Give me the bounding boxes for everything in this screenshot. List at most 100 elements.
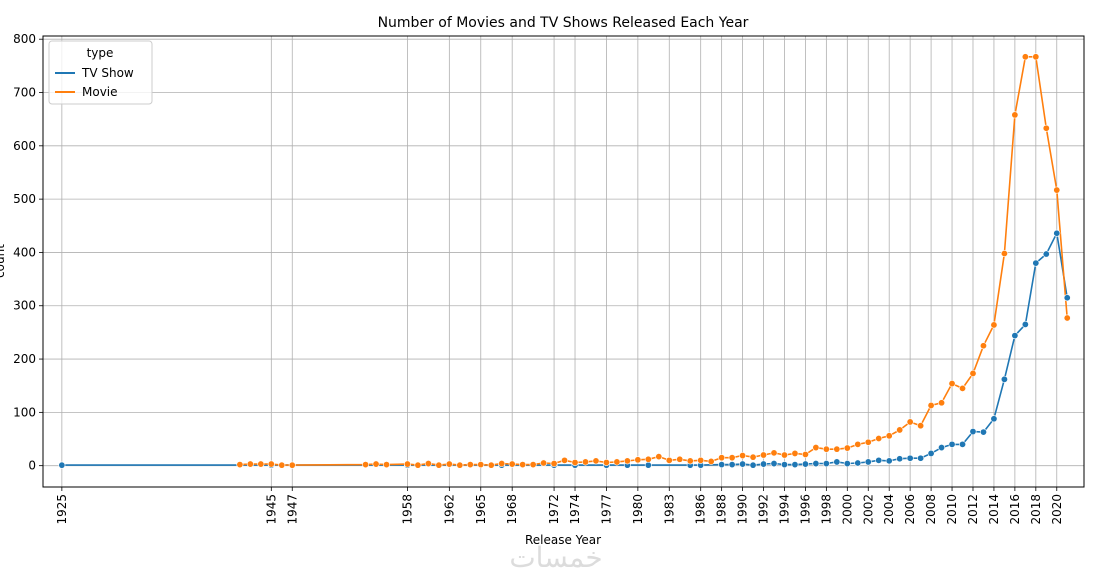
data-point-tv-show: [938, 444, 946, 452]
data-point-movie: [843, 444, 851, 452]
x-tick-label: 1980: [631, 494, 645, 525]
data-point-tv-show: [58, 461, 66, 469]
data-point-movie: [676, 455, 684, 463]
y-axis-label: count: [0, 244, 7, 278]
data-point-movie: [403, 460, 411, 468]
data-point-movie: [760, 451, 768, 459]
x-tick-label: 2020: [1050, 494, 1064, 525]
data-point-tv-show: [739, 460, 747, 468]
data-point-tv-show: [843, 460, 851, 468]
legend: type TV Show Movie: [48, 40, 153, 105]
x-tick-label: 2008: [924, 494, 938, 525]
legend-title: type: [87, 46, 114, 60]
data-point-tv-show: [969, 428, 977, 436]
data-point-movie: [383, 461, 391, 469]
data-point-movie: [257, 460, 265, 468]
series-line-tv-show: [61, 232, 1068, 466]
data-point-tv-show: [948, 440, 956, 448]
data-point-movie: [487, 461, 495, 469]
data-point-tv-show: [728, 461, 736, 469]
y-tick-label: 300: [13, 299, 36, 313]
data-point-movie: [655, 453, 663, 461]
y-tick-label: 100: [13, 405, 36, 419]
x-tick-label: 2004: [882, 494, 896, 525]
data-point-tv-show: [801, 460, 809, 468]
x-tick-label: 1998: [819, 494, 833, 525]
watermark-logo: خمسات: [509, 541, 602, 574]
data-point-movie: [414, 461, 422, 469]
data-point-movie: [969, 369, 977, 377]
data-point-movie: [372, 460, 380, 468]
data-point-movie: [812, 444, 820, 452]
data-point-movie: [885, 432, 893, 440]
data-point-movie: [959, 384, 967, 392]
data-point-movie: [875, 434, 883, 442]
data-point-movie: [550, 460, 558, 468]
y-tick-label: 0: [28, 459, 36, 473]
data-point-movie: [1063, 314, 1071, 322]
data-point-movie: [540, 459, 548, 467]
data-point-movie: [498, 460, 506, 468]
data-point-tv-show: [917, 454, 925, 462]
data-point-movie: [288, 461, 296, 469]
data-point-movie: [948, 380, 956, 388]
data-point-movie: [896, 426, 904, 434]
x-axis-label: Release Year: [525, 533, 601, 547]
data-point-movie: [362, 461, 370, 469]
data-point-tv-show: [896, 455, 904, 463]
data-point-movie: [602, 458, 610, 466]
x-tick-label: 1983: [662, 494, 676, 525]
data-point-movie: [801, 450, 809, 458]
data-point-tv-show: [822, 460, 830, 468]
data-point-movie: [592, 457, 600, 465]
data-point-movie: [613, 458, 621, 466]
x-tick-label: 1988: [715, 494, 729, 525]
x-tick-label: 1925: [55, 494, 69, 525]
data-point-movie: [1011, 111, 1019, 119]
data-point-tv-show: [644, 461, 652, 469]
y-tick-label: 400: [13, 245, 36, 259]
data-point-movie: [697, 456, 705, 464]
data-point-movie: [581, 458, 589, 466]
data-point-tv-show: [1011, 332, 1019, 340]
data-point-tv-show: [760, 460, 768, 468]
data-point-movie: [634, 456, 642, 464]
data-point-movie: [644, 455, 652, 463]
data-point-movie: [718, 454, 726, 462]
data-point-tv-show: [959, 440, 967, 448]
data-point-movie: [833, 445, 841, 453]
x-tick-label: 1986: [694, 494, 708, 525]
data-point-tv-show: [1042, 250, 1050, 258]
data-point-movie: [519, 461, 527, 469]
data-point-movie: [1000, 250, 1008, 258]
data-point-movie: [822, 445, 830, 453]
legend-label-movie: Movie: [82, 85, 118, 99]
data-point-tv-show: [1032, 259, 1040, 267]
x-tick-label: 2002: [861, 494, 875, 525]
x-tick-label: 1945: [264, 494, 278, 525]
x-tick-label: 1965: [474, 494, 488, 525]
data-point-movie: [906, 418, 914, 426]
data-point-tv-show: [718, 461, 726, 469]
data-point-movie: [665, 456, 673, 464]
data-point-tv-show: [906, 454, 914, 462]
y-gridlines: [43, 38, 1084, 467]
x-tick-label: 2000: [840, 494, 854, 525]
data-point-movie: [979, 342, 987, 350]
data-point-tv-show: [1053, 229, 1061, 237]
data-point-movie: [749, 453, 757, 461]
x-tick-labels: 1925 1945 1947 1958 1962 1965 1968 1972 1974 1977…: [55, 487, 1064, 525]
data-point-movie: [1032, 53, 1040, 61]
x-tick-label: 1962: [442, 494, 456, 525]
data-point-movie: [571, 458, 579, 466]
data-point-tv-show: [1021, 320, 1029, 328]
data-point-tv-show: [1063, 294, 1071, 302]
plot-frame: [42, 35, 1085, 488]
x-tick-label: 1974: [568, 494, 582, 525]
x-tick-label: 2014: [987, 494, 1001, 525]
data-point-tv-show: [875, 456, 883, 464]
x-tick-label: 1994: [777, 494, 791, 525]
legend-box: [48, 40, 153, 105]
x-tick-label: 1947: [285, 494, 299, 525]
